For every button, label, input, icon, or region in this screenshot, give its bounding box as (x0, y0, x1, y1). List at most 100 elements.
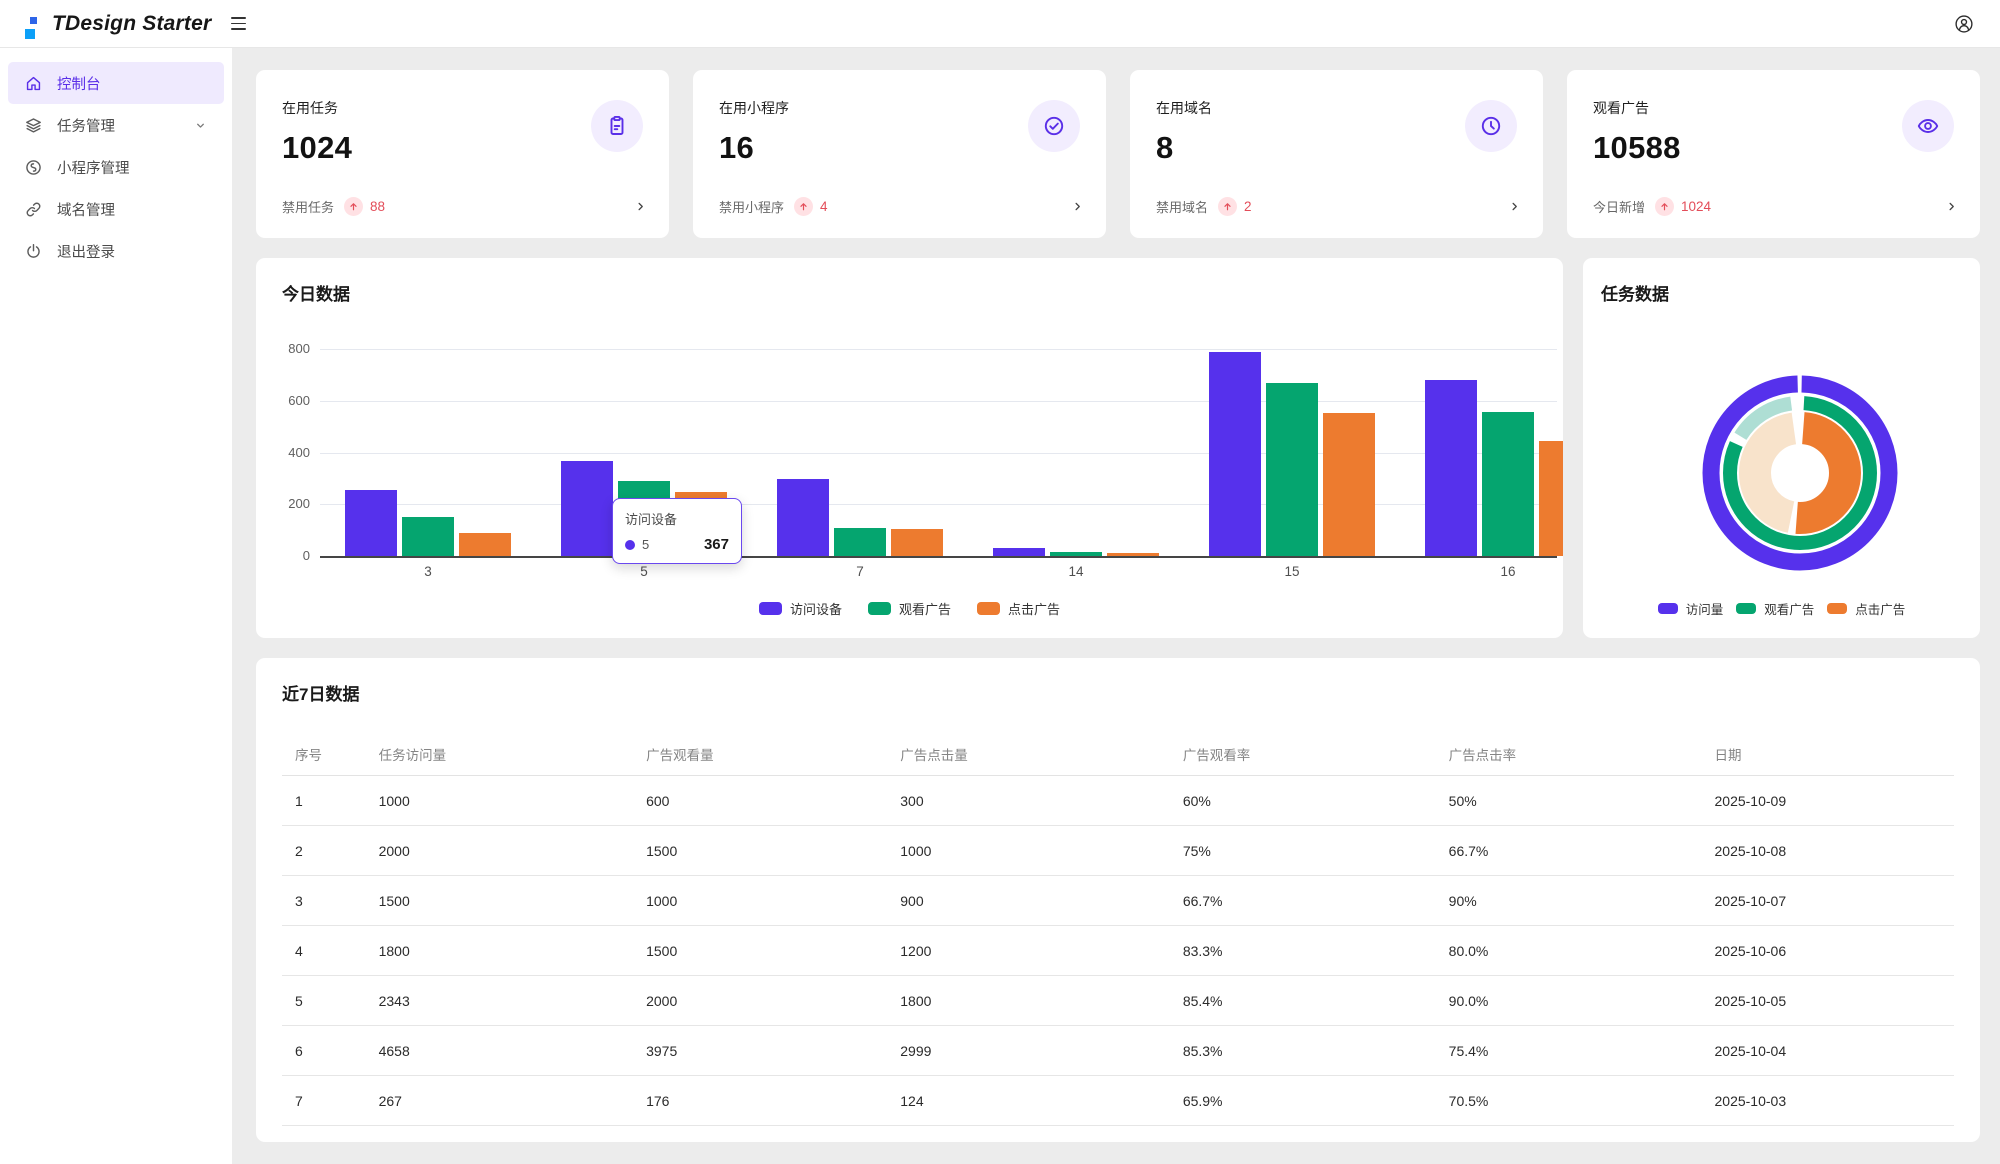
sidebar-item-domain-management[interactable]: 域名管理 (8, 188, 224, 230)
stat-card-label: 在用小程序 (719, 100, 789, 116)
bar-0-cat-7 (777, 479, 829, 556)
cell-r6-c2: 3975 (633, 1025, 888, 1076)
trend-up-icon (1218, 197, 1238, 216)
column-header-5: 广告点击率 (1435, 733, 1702, 776)
cell-r5-c1: 2343 (365, 975, 634, 1026)
user-avatar-icon[interactable] (1952, 12, 1976, 36)
bar-chart: 0 200 400 600 800 3 5 7 14 15 16 (256, 258, 1563, 638)
chevron-right-icon[interactable] (631, 198, 649, 216)
bar-2-cat-16 (1539, 440, 1563, 556)
power-icon (27, 243, 40, 258)
sidebar-item-logout[interactable]: 退出登录 (8, 230, 224, 272)
donut-chart (1702, 375, 1898, 571)
table-header-row: 序号 任务访问量 广告观看量 广告点击量 广告观看率 广告点击率 日期 (282, 733, 1954, 776)
table-row-3: 3 1500 1000 900 66.7% 90% 2025-10-07 (282, 875, 1954, 926)
cell-r1-c0: 1 (282, 775, 366, 826)
cell-r4-c5: 80.0% (1435, 925, 1702, 976)
legend-item-1[interactable]: 观看广告 (1736, 599, 1814, 618)
clock-icon (1465, 100, 1517, 152)
table-row-7: 7 267 176 124 65.9% 70.5% 2025-10-03 (282, 1075, 1954, 1126)
cell-r3-c6: 2025-10-07 (1701, 875, 1954, 926)
sidebar-item-label: 控制台 (57, 76, 101, 93)
gridline (320, 504, 1557, 506)
footer-value: 2 (1244, 199, 1252, 214)
table-row-4: 4 1800 1500 1200 83.3% 80.0% 2025-10-06 (282, 925, 1954, 976)
legend-item-1[interactable]: 观看广告 (867, 599, 951, 618)
cell-r3-c1: 1500 (365, 875, 634, 926)
cell-r1-c2: 600 (633, 775, 888, 826)
table-row-2: 2 2000 1500 1000 75% 66.7% 2025-10-08 (282, 825, 1954, 876)
bar-1-cat-3 (402, 516, 454, 556)
home-icon (26, 76, 41, 90)
legend-swatch-icon (977, 602, 1000, 615)
bar-2-cat-14 (1107, 552, 1159, 556)
legend-item-2[interactable]: 点击广告 (977, 599, 1060, 618)
layers-icon (26, 117, 41, 133)
cell-r7-c2: 176 (633, 1075, 888, 1126)
chevron-right-icon[interactable] (1942, 198, 1960, 216)
donut-segment-0-0 (1702, 375, 1898, 571)
cell-r1-c1: 1000 (365, 775, 634, 826)
sidebar-item-miniprogram-management[interactable]: 小程序管理 (8, 146, 224, 188)
stat-card-value: 10588 (1593, 130, 1681, 165)
footer-label: 禁用任务 (282, 200, 335, 215)
sidebar-item-label: 小程序管理 (57, 160, 130, 177)
task-data-card: 任务数据 访问量 观看广告 点击广告 (1583, 258, 1980, 638)
chevron-right-icon[interactable] (1505, 198, 1523, 216)
task-icon (591, 100, 643, 152)
legend-swatch-icon (867, 602, 891, 615)
footer-label: 禁用域名 (1156, 200, 1209, 215)
cell-r6-c3: 2999 (887, 1025, 1170, 1076)
sidebar-item-dashboard[interactable]: 控制台 (8, 62, 224, 104)
donut-segment-2-1 (1739, 412, 1861, 534)
bar-1-cat-16 (1482, 411, 1534, 556)
donut-segment-1-0 (1723, 396, 1877, 550)
legend-item-0[interactable]: 访问量 (1657, 599, 1723, 618)
column-header-3: 广告点击量 (887, 733, 1170, 776)
donut-segment-2-0 (1739, 412, 1861, 534)
today-data-card: 今日数据 0 200 400 600 800 3 5 7 14 15 16 访问设备 5 367 访… (256, 258, 1563, 638)
cell-r6-c4: 85.3% (1169, 1025, 1436, 1076)
menu-toggle-icon[interactable] (227, 13, 250, 33)
bar-0-cat-16 (1425, 379, 1477, 556)
stat-card-footer: 禁用小程序 4 (719, 197, 1086, 216)
legend-label: 点击广告 (1008, 602, 1061, 617)
cell-r6-c6: 2025-10-04 (1701, 1025, 1954, 1076)
table-row-5: 5 2343 2000 1800 85.4% 90.0% 2025-10-05 (282, 975, 1954, 1026)
table-row-6: 6 4658 3975 2999 85.3% 75.4% 2025-10-04 (282, 1025, 1954, 1076)
bar-2-cat-15 (1323, 412, 1375, 556)
legend-label: 观看广告 (1764, 603, 1815, 617)
stat-cards-row: 在用任务 1024 禁用任务 88 在用小程序 16 (256, 70, 1980, 238)
sidebar-item-label: 退出登录 (57, 244, 115, 261)
stat-card-active-tasks: 在用任务 1024 禁用任务 88 (256, 70, 669, 238)
stat-card-footer: 禁用域名 2 (1156, 197, 1523, 216)
tooltip-category: 5 (642, 537, 650, 552)
x-tick-label: 16 (1500, 564, 1516, 579)
donut-chart-legend: 访问量 观看广告 点击广告 (1583, 599, 1980, 618)
recent-7-days-table: 序号 任务访问量 广告观看量 广告点击量 广告观看率 广告点击率 日期 1 1000 600 300… (282, 733, 1954, 1126)
cell-r7-c5: 70.5% (1435, 1075, 1702, 1126)
app-header: TDesign Starter (0, 0, 2000, 48)
gridline (320, 400, 1557, 402)
charts-row: 今日数据 0 200 400 600 800 3 5 7 14 15 16 访问设备 5 367 访… (256, 258, 1980, 638)
cell-r7-c4: 65.9% (1169, 1075, 1436, 1126)
legend-swatch-icon (1736, 603, 1757, 614)
bar-0-cat-15 (1209, 351, 1261, 556)
legend-item-2[interactable]: 点击广告 (1827, 599, 1905, 618)
x-tick-label: 3 (424, 564, 432, 579)
legend-item-0[interactable]: 访问设备 (758, 599, 842, 618)
x-tick-label: 7 (856, 564, 864, 579)
footer-value: 88 (370, 199, 386, 214)
cell-r2-c2: 1500 (633, 825, 888, 876)
stat-card-value: 8 (1156, 130, 1174, 165)
cell-r2-c6: 2025-10-08 (1701, 825, 1954, 876)
x-tick-label: 15 (1284, 564, 1300, 579)
chevron-right-icon[interactable] (1068, 198, 1086, 216)
y-tick-label: 800 (288, 341, 310, 356)
bar-2-cat-3 (459, 532, 511, 556)
legend-label: 观看广告 (898, 602, 951, 617)
chart-tooltip: 访问设备 5 367 (612, 498, 742, 564)
cell-r1-c6: 2025-10-09 (1701, 775, 1954, 826)
stat-card-active-miniprograms: 在用小程序 16 禁用小程序 4 (693, 70, 1106, 238)
sidebar-item-task-management[interactable]: 任务管理 (8, 104, 224, 146)
